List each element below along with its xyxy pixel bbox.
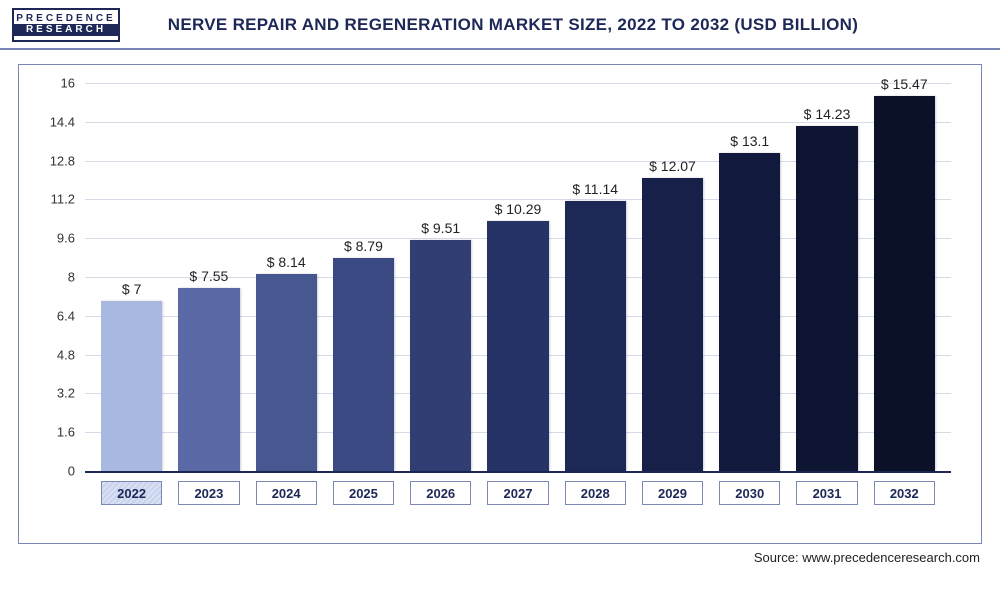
plot-area: 01.63.24.86.489.611.212.814.416 $ 7$ 7.5… xyxy=(85,83,951,473)
bar-wrap-2032: $ 15.47 xyxy=(874,83,935,471)
x-tick-2030: 2030 xyxy=(719,481,780,505)
y-tick-label: 8 xyxy=(35,270,75,285)
bar-wrap-2025: $ 8.79 xyxy=(333,83,394,471)
bar-wrap-2028: $ 11.14 xyxy=(565,83,626,471)
y-axis-labels: 01.63.24.86.489.611.212.814.416 xyxy=(37,83,81,471)
bar-2024 xyxy=(256,274,317,471)
bars-container: $ 7 $ 7.55 $ 8.14 $ 8.79 $ 9.51 $ 10.29 $ 11.1… xyxy=(85,83,951,471)
bar-wrap-2024: $ 8.14 xyxy=(256,83,317,471)
bar-value-label: $ 7 xyxy=(122,281,141,297)
bar-2022 xyxy=(101,301,162,471)
bar-2031 xyxy=(796,126,857,471)
bar-value-label: $ 14.23 xyxy=(804,106,851,122)
bar-2023 xyxy=(178,288,239,471)
x-tick-2023: 2023 xyxy=(178,481,239,505)
bar-value-label: $ 7.55 xyxy=(189,268,228,284)
bar-value-label: $ 12.07 xyxy=(649,158,696,174)
x-axis: 2022 2023 2024 2025 2026 2027 2028 2029 2030 2031… xyxy=(85,481,951,505)
x-tick-2031: 2031 xyxy=(796,481,857,505)
bar-value-label: $ 8.79 xyxy=(344,238,383,254)
y-tick-label: 1.6 xyxy=(35,425,75,440)
y-tick-label: 4.8 xyxy=(35,347,75,362)
x-tick-2022: 2022 xyxy=(101,481,162,505)
x-tick-2032: 2032 xyxy=(874,481,935,505)
bar-value-label: $ 11.14 xyxy=(572,181,618,197)
bar-2026 xyxy=(410,240,471,471)
bar-wrap-2027: $ 10.29 xyxy=(487,83,548,471)
bar-2028 xyxy=(565,201,626,471)
y-tick-label: 0 xyxy=(35,464,75,479)
source-attribution: Source: www.precedenceresearch.com xyxy=(0,550,980,565)
chart-title: NERVE REPAIR AND REGENERATION MARKET SIZ… xyxy=(38,15,988,35)
bar-value-label: $ 8.14 xyxy=(267,254,306,270)
header: PRECEDENCE RESEARCH NERVE REPAIR AND REG… xyxy=(0,0,1000,50)
y-tick-label: 16 xyxy=(35,76,75,91)
bar-value-label: $ 10.29 xyxy=(495,201,542,217)
chart-frame: 0 1.6 3.2 4.8 6.4 8 9.6 11.2 12.8 14.4 16 $ 7 $ 7.5… xyxy=(18,64,982,544)
y-tick-label: 11.2 xyxy=(35,192,75,207)
x-tick-2029: 2029 xyxy=(642,481,703,505)
bar-2027 xyxy=(487,221,548,471)
bar-wrap-2026: $ 9.51 xyxy=(410,83,471,471)
bar-wrap-2029: $ 12.07 xyxy=(642,83,703,471)
bar-wrap-2031: $ 14.23 xyxy=(796,83,857,471)
y-tick-label: 14.4 xyxy=(35,114,75,129)
bar-value-label: $ 13.1 xyxy=(730,133,769,149)
bar-value-label: $ 9.51 xyxy=(421,220,460,236)
x-tick-2026: 2026 xyxy=(410,481,471,505)
y-tick-label: 9.6 xyxy=(35,231,75,246)
x-tick-2028: 2028 xyxy=(565,481,626,505)
bar-value-label: $ 15.47 xyxy=(881,76,928,92)
bar-2030 xyxy=(719,153,780,471)
bar-2029 xyxy=(642,178,703,471)
bar-wrap-2022: $ 7 xyxy=(101,83,162,471)
y-tick-label: 12.8 xyxy=(35,153,75,168)
x-tick-2024: 2024 xyxy=(256,481,317,505)
bar-wrap-2030: $ 13.1 xyxy=(719,83,780,471)
x-tick-2027: 2027 xyxy=(487,481,548,505)
y-tick-label: 6.4 xyxy=(35,308,75,323)
bar-2032 xyxy=(874,96,935,471)
bar-2025 xyxy=(333,258,394,471)
bar-wrap-2023: $ 7.55 xyxy=(178,83,239,471)
y-tick-label: 3.2 xyxy=(35,386,75,401)
x-tick-2025: 2025 xyxy=(333,481,394,505)
